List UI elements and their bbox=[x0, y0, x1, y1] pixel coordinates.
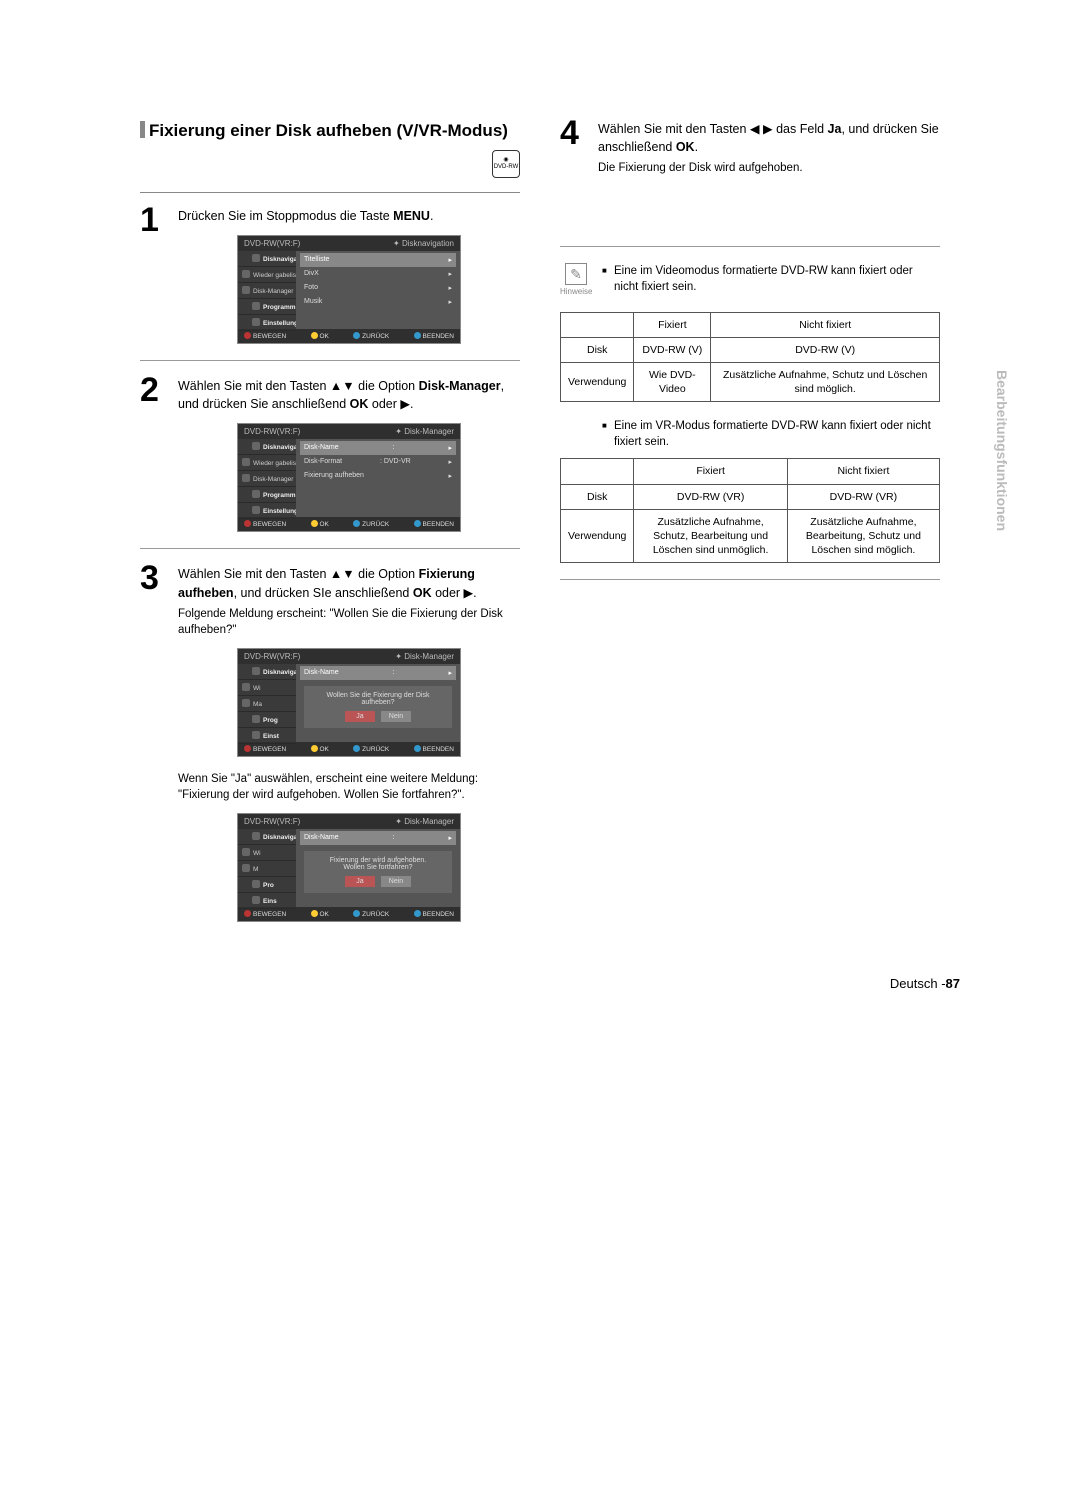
step-number: 1 bbox=[140, 201, 159, 240]
table-cell: DVD-RW (VR) bbox=[634, 484, 787, 509]
page-footer: Deutsch -87 bbox=[140, 976, 960, 991]
note-item: Eine im VR-Modus formatierte DVD-RW kann… bbox=[602, 418, 940, 450]
table-cell: Wie DVD-Video bbox=[634, 362, 711, 401]
step-2: 2 Wählen Sie mit den Tasten ▲▼ die Optio… bbox=[140, 377, 520, 532]
note-item: Eine im Videomodus formatierte DVD-RW ka… bbox=[602, 263, 940, 295]
table-cell: Zusätzliche Aufnahme, Schutz und Löschen… bbox=[711, 362, 940, 401]
table-cell: Zusätzliche Aufnahme, Schutz, Bearbeitun… bbox=[634, 509, 787, 563]
table-header: Nicht fixiert bbox=[711, 312, 940, 337]
table-header: Fixiert bbox=[634, 312, 711, 337]
title-text: Fixierung einer Disk aufheben (V/VR-Modu… bbox=[149, 121, 508, 140]
table-row-label: Disk bbox=[561, 337, 634, 362]
table-row-label: Disk bbox=[561, 484, 634, 509]
table-cell: Zusätzliche Aufnahme, Bearbeitung, Schut… bbox=[787, 509, 939, 563]
note-block: ✎ Hinweise Eine im Videomodus formatiert… bbox=[560, 263, 940, 301]
section-title: Fixierung einer Disk aufheben (V/VR-Modu… bbox=[140, 120, 520, 142]
step-3: 3 Wählen Sie mit den Tasten ▲▼ die Optio… bbox=[140, 565, 520, 922]
table-cell: DVD-RW (VR) bbox=[787, 484, 939, 509]
side-tab-label: Bearbeitungsfunktionen bbox=[994, 370, 1010, 531]
menu-screenshot-3: DVD-RW(VR:F)✦ Disk-Manager Disknavigatio… bbox=[237, 648, 461, 757]
menu-screenshot-4: DVD-RW(VR:F)✦ Disk-Manager Disknavigatio… bbox=[237, 813, 461, 922]
table-row-label: Verwendung bbox=[561, 362, 634, 401]
step-number: 4 bbox=[560, 114, 579, 153]
menu-screenshot-2: DVD-RW(VR:F)✦ Disk-Manager Disknavigatio… bbox=[237, 423, 461, 532]
step-subtext: Die Fixierung der Disk wird aufgehoben. bbox=[598, 160, 940, 176]
menu-screenshot-1: DVD-RW(VR:F)✦ Disknavigation Disknavigat… bbox=[237, 235, 461, 344]
table-cell: DVD-RW (V) bbox=[634, 337, 711, 362]
note-icon: ✎ Hinweise bbox=[560, 263, 592, 296]
step-subtext: Folgende Meldung erscheint: "Wollen Sie … bbox=[178, 606, 520, 638]
step-subtext-2: Wenn Sie "Ja" auswählen, erscheint eine … bbox=[178, 771, 520, 803]
table-header: Fixiert bbox=[634, 459, 787, 484]
table-vr-mode: Fixiert Nicht fixiert Disk DVD-RW (VR) D… bbox=[560, 458, 940, 563]
table-v-mode: Fixiert Nicht fixiert Disk DVD-RW (V) DV… bbox=[560, 312, 940, 403]
table-row-label: Verwendung bbox=[561, 509, 634, 563]
step-number: 3 bbox=[140, 559, 159, 598]
table-header: Nicht fixiert bbox=[787, 459, 939, 484]
step-1: 1 Drücken Sie im Stoppmodus die Taste ME… bbox=[140, 207, 520, 344]
table-cell: DVD-RW (V) bbox=[711, 337, 940, 362]
dvd-rw-badge: ◉DVD-RW bbox=[140, 150, 520, 178]
step-number: 2 bbox=[140, 371, 159, 410]
step-4: 4 Wählen Sie mit den Tasten ◀ ▶ das Feld… bbox=[560, 120, 940, 176]
